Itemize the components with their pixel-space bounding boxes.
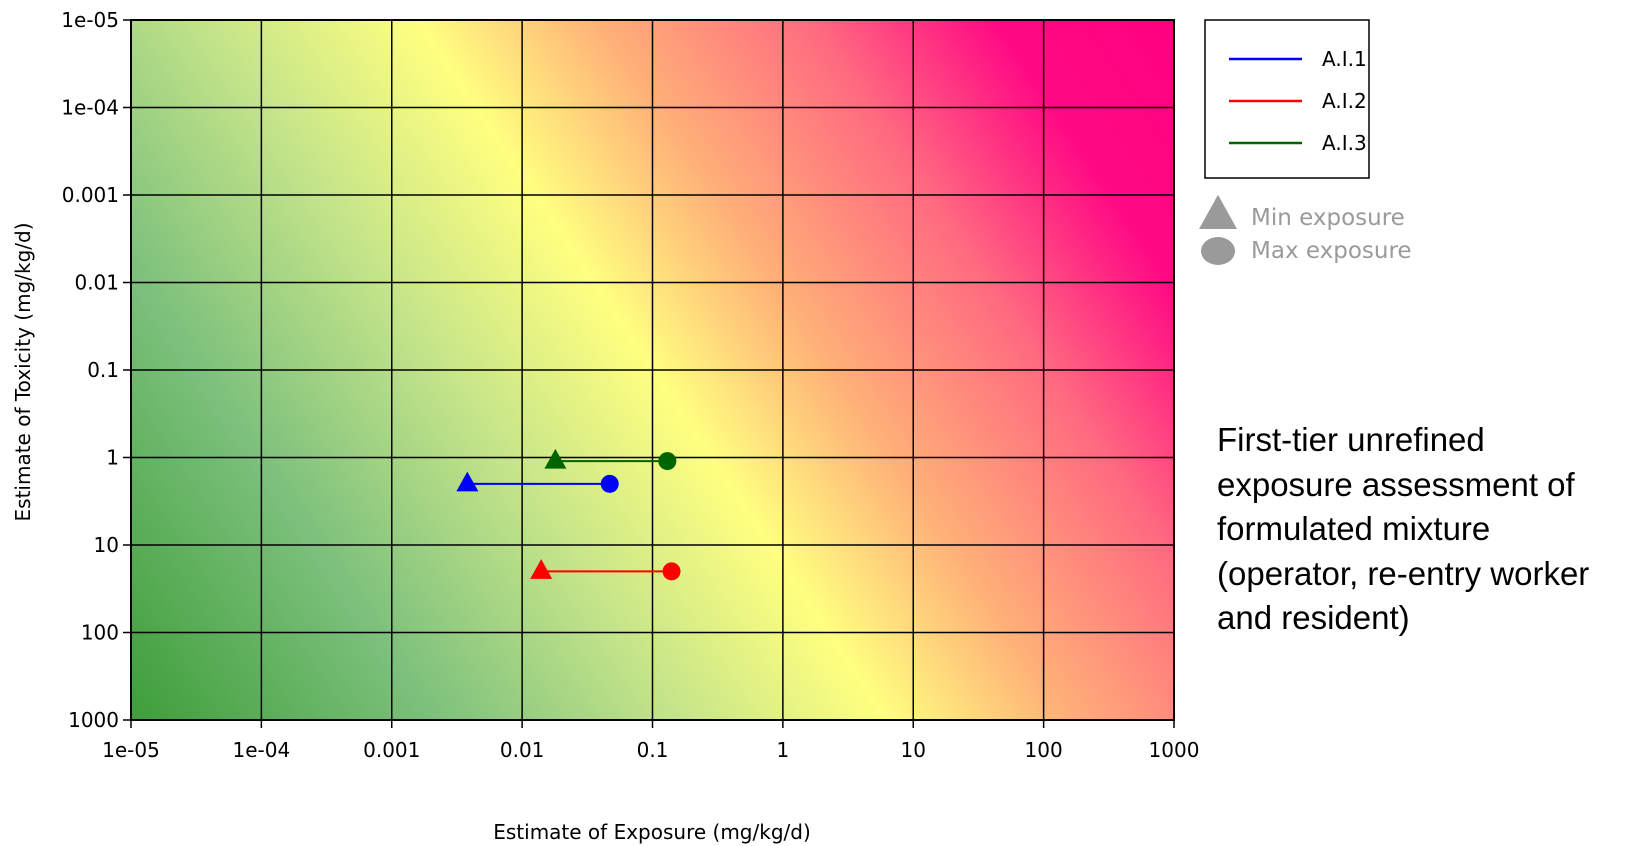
triangle-icon: [1199, 194, 1237, 229]
annotation-text: First-tier unrefined exposure assessment…: [1217, 418, 1642, 641]
x-axis-label: Estimate of Exposure (mg/kg/d): [493, 820, 811, 844]
grid: [131, 20, 1174, 720]
circle-icon: [1201, 237, 1235, 265]
legend-box: [1204, 19, 1370, 179]
legend-label: A.I.3: [1322, 131, 1367, 155]
legend-label: A.I.1: [1322, 47, 1367, 71]
note-line: exposure assessment of: [1217, 465, 1575, 503]
legend-label: A.I.2: [1322, 89, 1367, 113]
y-tick-label: 0.001: [62, 183, 119, 207]
min-exposure-marker: [544, 448, 567, 469]
x-tick-label: 1: [777, 738, 790, 762]
y-axis-label: Estimate of Toxicity (mg/kg/d): [11, 223, 35, 522]
x-tick-label: 0.01: [500, 738, 545, 762]
y-tick-label: 0.01: [74, 271, 119, 295]
y-tick-label: 1e-05: [61, 8, 119, 32]
x-tick-label: 1e-05: [102, 738, 160, 762]
marker-legend: Min exposure Max exposure: [1199, 194, 1412, 265]
marker-legend-label: Min exposure: [1251, 205, 1405, 231]
x-axis: 1e-05 1e-04 0.001 0.01 0.1 1 10 100 1000: [102, 720, 1199, 762]
x-tick-label: 0.1: [637, 738, 669, 762]
max-exposure-marker: [658, 452, 677, 471]
min-exposure-marker: [530, 559, 553, 579]
y-tick-label: 0.1: [87, 358, 119, 382]
legend: A.I.1 A.I.2 A.I.3: [1204, 19, 1370, 179]
x-tick-label: 100: [1025, 738, 1063, 762]
note-line: First-tier unrefined: [1217, 421, 1485, 458]
data-marks: [456, 448, 681, 581]
note-line: and resident): [1217, 599, 1410, 636]
x-tick-label: 1000: [1149, 738, 1200, 762]
x-tick-label: 1e-04: [233, 738, 291, 762]
y-axis: 1e-05 1e-04 0.001 0.01 0.1 1 10 100 1000: [61, 8, 131, 732]
max-exposure-marker: [600, 474, 619, 493]
y-tick-label: 10: [94, 533, 119, 557]
x-tick-label: 0.001: [363, 738, 420, 762]
y-tick-label: 100: [81, 621, 119, 645]
max-exposure-marker: [662, 562, 681, 581]
note-line: (operator, re-entry worker: [1217, 554, 1590, 592]
y-tick-label: 1000: [68, 708, 119, 732]
min-exposure-marker: [456, 471, 479, 492]
y-tick-label: 1e-04: [61, 96, 119, 120]
x-tick-label: 10: [901, 738, 926, 762]
y-tick-label: 1: [106, 446, 119, 470]
marker-legend-label: Max exposure: [1251, 238, 1412, 264]
note-line: formulated mixture: [1217, 510, 1491, 547]
